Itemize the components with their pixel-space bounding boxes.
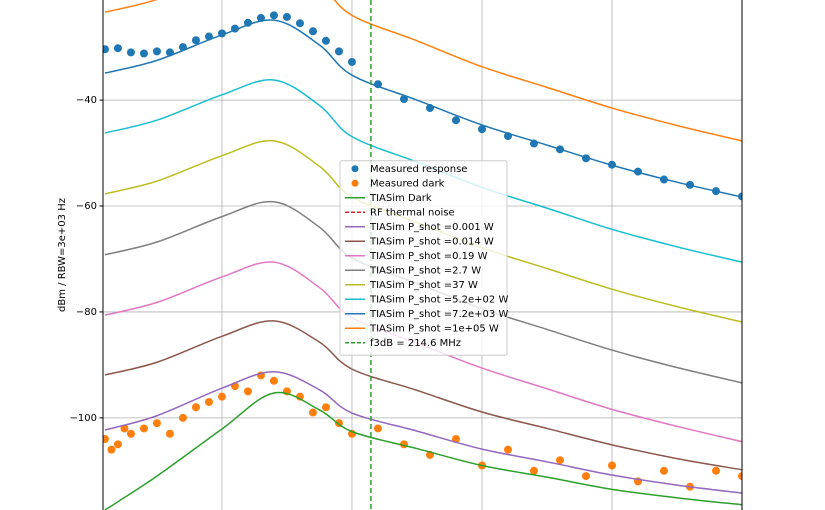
data-point — [477, 125, 486, 134]
data-point — [529, 466, 538, 475]
data-point — [139, 49, 148, 58]
data-point — [217, 392, 226, 401]
legend-label: TIASim P_shot =1e+05 W — [369, 323, 499, 334]
legend-label: RF thermal noise — [370, 207, 455, 218]
legend-label: TIASim P_shot =7.2e+03 W — [369, 309, 508, 320]
data-point — [204, 397, 213, 406]
data-point — [347, 57, 356, 66]
data-point — [399, 95, 408, 104]
data-point — [243, 387, 252, 396]
data-point — [165, 429, 174, 438]
y-axis-label: dBm / RBW=3e+03 Hz — [57, 198, 68, 312]
legend-label: f3dB = 214.6 MHz — [370, 338, 461, 349]
data-point — [503, 445, 512, 454]
legend-label: TIASim P_shot =0.19 W — [369, 251, 488, 262]
y-tick-label: −100 — [70, 413, 97, 424]
data-point — [607, 461, 616, 470]
data-point — [308, 27, 317, 36]
data-point — [152, 419, 161, 428]
legend: Measured response Measured dark TIASim Dar… — [339, 160, 508, 356]
data-point — [126, 48, 135, 57]
legend-label: TIASim P_shot =0.001 W — [369, 222, 494, 233]
legend-label: Measured dark — [370, 178, 445, 189]
data-point — [321, 36, 330, 45]
data-point — [139, 424, 148, 433]
legend-label: TIASim P_shot =0.014 W — [369, 236, 494, 247]
data-point — [738, 472, 742, 481]
data-point — [659, 466, 668, 475]
series-line — [104, 391, 742, 510]
legend-label: TIASim Dark — [369, 193, 432, 204]
data-point — [191, 403, 200, 412]
y-tick-label: −40 — [76, 95, 97, 106]
series-line — [104, 79, 742, 263]
data-point — [282, 12, 291, 21]
data-point — [308, 408, 317, 417]
data-point — [107, 445, 116, 454]
data-point — [321, 403, 330, 412]
legend-box — [339, 160, 508, 356]
data-point — [581, 472, 590, 481]
data-point — [103, 435, 109, 444]
data-point — [191, 36, 200, 45]
data-point — [269, 376, 278, 385]
data-point — [373, 424, 382, 433]
series-line — [104, 0, 742, 142]
legend-label: TIASim P_shot =2.7 W — [369, 265, 481, 276]
series-line — [104, 320, 742, 471]
data-point — [103, 45, 109, 54]
data-point — [711, 466, 720, 475]
series-line — [104, 19, 742, 198]
series-line — [104, 371, 742, 494]
data-point — [126, 429, 135, 438]
legend-label: Measured response — [370, 164, 467, 175]
data-point — [334, 47, 343, 56]
data-point — [113, 440, 122, 449]
y-tick-label: −60 — [76, 201, 97, 212]
legend-marker — [351, 165, 359, 173]
legend-marker — [351, 179, 359, 187]
data-point — [113, 44, 122, 53]
legend-label: TIASim P_shot =5.2e+02 W — [369, 294, 508, 305]
data-point — [555, 456, 564, 465]
data-point — [451, 116, 460, 125]
data-point — [269, 11, 278, 20]
data-point — [295, 19, 304, 28]
data-point — [152, 47, 161, 56]
data-point — [178, 413, 187, 422]
y-tick-label: −80 — [76, 307, 97, 318]
legend-label: TIASim P_shot =37 W — [369, 280, 478, 291]
